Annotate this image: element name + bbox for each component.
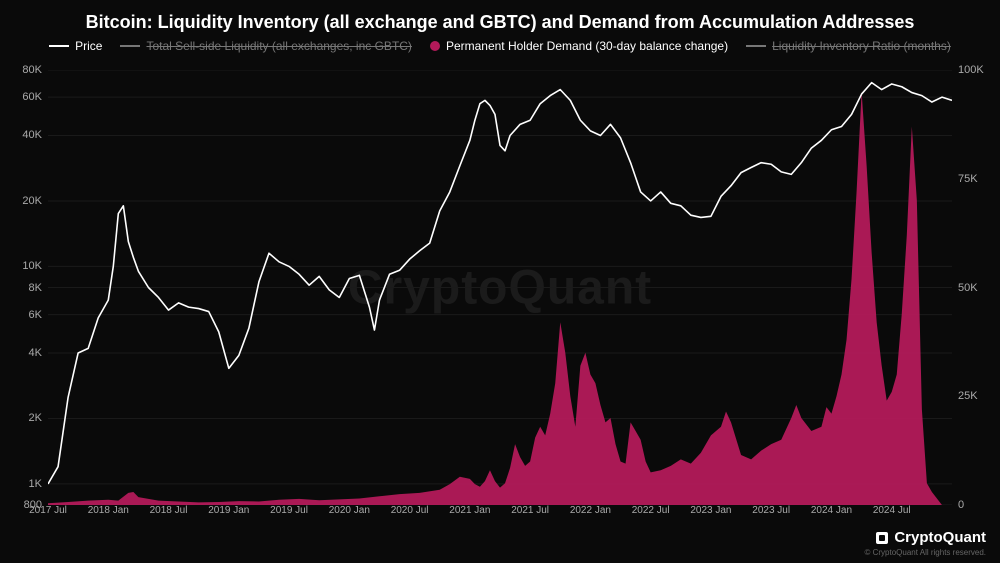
chart-title: Bitcoin: Liquidity Inventory (all exchan… xyxy=(0,0,1000,33)
sellside-swatch-icon xyxy=(120,45,140,47)
x-tick: 2021 Jan xyxy=(449,505,490,516)
legend: Price Total Sell-side Liquidity (all exc… xyxy=(0,39,1000,53)
y-right-tick: 25K xyxy=(958,390,978,402)
y-left-tick: 4K xyxy=(29,347,42,359)
legend-ratio-label: Liquidity Inventory Ratio (months) xyxy=(772,39,951,53)
x-tick: 2023 Jan xyxy=(690,505,731,516)
y-right-tick: 75K xyxy=(958,173,978,185)
legend-price: Price xyxy=(49,39,102,53)
legend-sellside: Total Sell-side Liquidity (all exchanges… xyxy=(120,39,411,53)
y-left-tick: 60K xyxy=(22,91,42,103)
footer-brand: CryptoQuant xyxy=(865,529,987,546)
x-tick: 2020 Jul xyxy=(391,505,429,516)
x-tick: 2019 Jan xyxy=(208,505,249,516)
legend-demand: Permanent Holder Demand (30-day balance … xyxy=(430,39,728,53)
y-left-tick: 10K xyxy=(22,260,42,272)
x-tick: 2018 Jul xyxy=(150,505,188,516)
brand-logo-icon xyxy=(874,530,890,546)
price-line xyxy=(48,83,952,484)
y-left-tick: 6K xyxy=(29,309,42,321)
demand-area xyxy=(48,92,952,505)
x-tick: 2024 Jan xyxy=(811,505,852,516)
y-left-tick: 40K xyxy=(22,129,42,141)
x-tick: 2020 Jan xyxy=(329,505,370,516)
legend-price-label: Price xyxy=(75,39,102,53)
y-left-tick: 80K xyxy=(22,64,42,76)
y-axis-left: 8001K2K4K6K8K10K20K40K60K80K xyxy=(0,70,48,505)
x-axis: 2017 Jul2018 Jan2018 Jul2019 Jan2019 Jul… xyxy=(48,505,952,525)
y-right-tick: 100K xyxy=(958,64,984,76)
x-tick: 2022 Jan xyxy=(570,505,611,516)
demand-swatch-icon xyxy=(430,41,440,51)
x-tick: 2017 Jul xyxy=(29,505,67,516)
legend-demand-label: Permanent Holder Demand (30-day balance … xyxy=(446,39,728,53)
footer-copyright: © CryptoQuant All rights reserved. xyxy=(865,548,987,557)
x-tick: 2022 Jul xyxy=(632,505,670,516)
y-right-tick: 0 xyxy=(958,499,964,511)
y-left-tick: 20K xyxy=(22,195,42,207)
legend-ratio: Liquidity Inventory Ratio (months) xyxy=(746,39,951,53)
chart-plot-area: CryptoQuant xyxy=(48,70,952,505)
y-right-tick: 50K xyxy=(958,282,978,294)
y-left-tick: 2K xyxy=(29,412,42,424)
legend-sellside-label: Total Sell-side Liquidity (all exchanges… xyxy=(146,39,411,53)
x-tick: 2018 Jan xyxy=(88,505,129,516)
chart-svg xyxy=(48,70,952,505)
ratio-swatch-icon xyxy=(746,45,766,47)
y-left-tick: 8K xyxy=(29,282,42,294)
x-tick: 2023 Jul xyxy=(752,505,790,516)
y-left-tick: 1K xyxy=(29,478,42,490)
x-tick: 2019 Jul xyxy=(270,505,308,516)
x-tick: 2024 Jul xyxy=(873,505,911,516)
y-axis-right: 025K50K75K100K xyxy=(952,70,1000,505)
price-swatch-icon xyxy=(49,45,69,47)
footer: CryptoQuant © CryptoQuant All rights res… xyxy=(865,529,987,557)
footer-brand-text: CryptoQuant xyxy=(894,529,986,546)
x-tick: 2021 Jul xyxy=(511,505,549,516)
